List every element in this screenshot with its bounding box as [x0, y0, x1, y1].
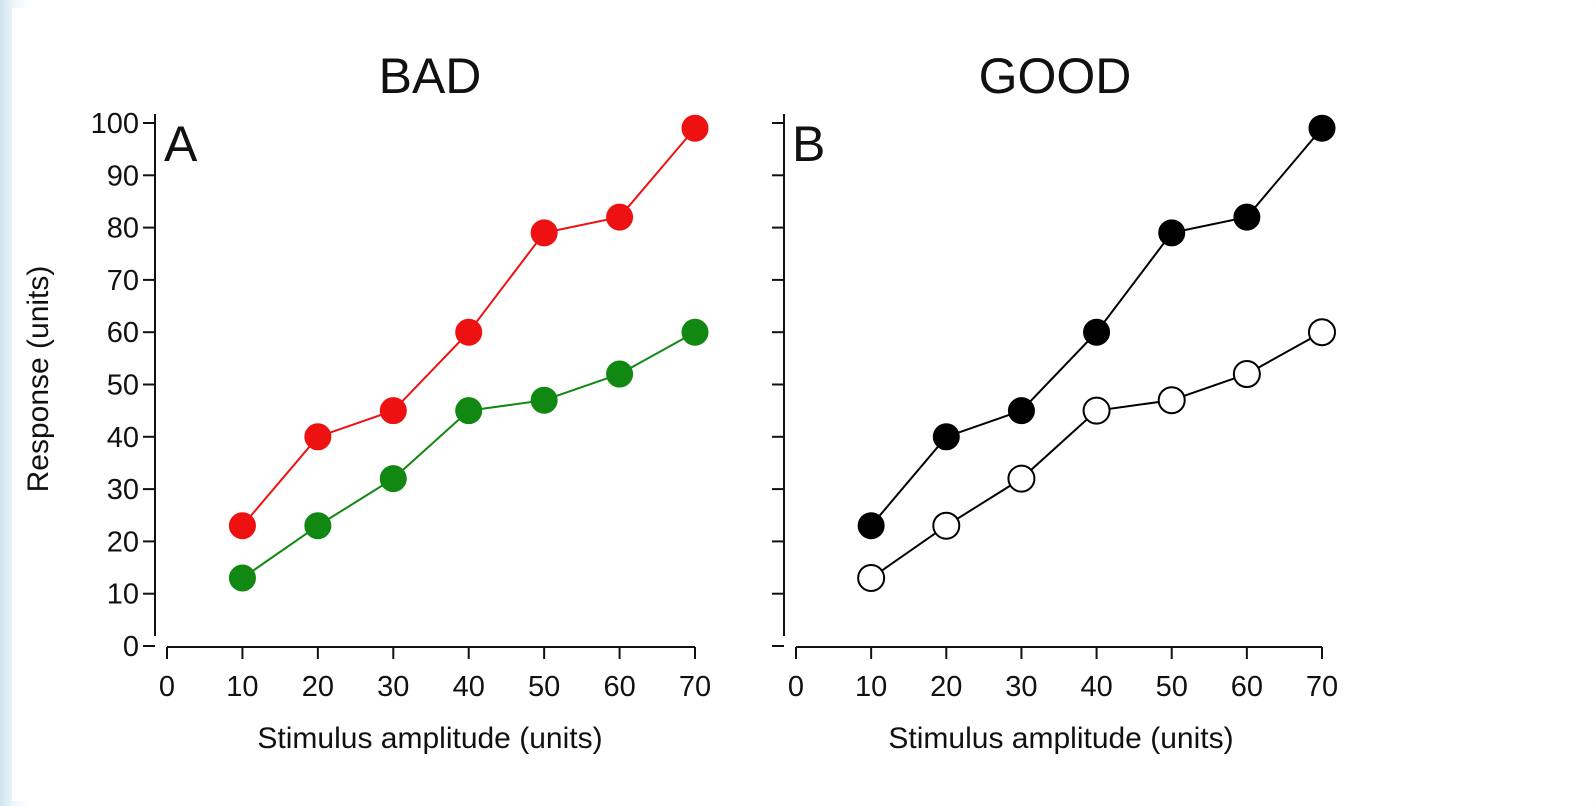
panel-b-y-ticks [772, 122, 784, 647]
x-tick-label: 70 [679, 671, 711, 703]
series-2-point [1308, 318, 1336, 347]
chart-svg: BAD A Stimulus amplitude (units) Respons… [22, 48, 1338, 755]
y-tick-label: 100 [91, 108, 139, 140]
y-tick-label: 80 [107, 213, 139, 245]
series-1-point [1158, 219, 1186, 247]
panel-a-title: BAD [379, 48, 482, 104]
series-2-point [857, 564, 886, 593]
series-2-point [1007, 464, 1036, 493]
y-tick-label: 10 [107, 579, 139, 611]
x-tick-label: 20 [930, 671, 962, 703]
series-2-point [1082, 396, 1111, 425]
y-tick-label: 60 [107, 317, 139, 349]
x-tick-label: 60 [603, 671, 635, 703]
panel-b-x-ticks: 0 10 20 30 40 50 60 70 [788, 647, 1338, 703]
y-tick-label: 40 [107, 422, 139, 454]
panel-a-x-ticks: 0 10 20 30 40 50 60 70 [159, 647, 711, 703]
series-1-point [932, 423, 960, 451]
series-1-point [1083, 318, 1111, 346]
y-tick-label: 50 [107, 370, 139, 402]
series-1-point [1007, 397, 1035, 425]
y-tick-label: 0 [123, 631, 139, 663]
series-1-point [228, 512, 256, 540]
series-2-point [1232, 360, 1261, 389]
x-tick-label: 20 [302, 671, 334, 703]
x-tick-label: 70 [1306, 671, 1338, 703]
series-2-point [304, 512, 332, 540]
y-tick-label: 30 [107, 474, 139, 506]
panel-a-series [228, 114, 709, 592]
x-tick-label: 30 [1005, 671, 1037, 703]
panel-a: BAD A Stimulus amplitude (units) Respons… [22, 48, 711, 755]
panel-b-xlabel: Stimulus amplitude (units) [888, 722, 1233, 755]
x-tick-label: 60 [1231, 671, 1263, 703]
panel-b-series [857, 114, 1336, 593]
x-tick-label: 50 [1156, 671, 1188, 703]
series-2-point [455, 397, 483, 425]
panel-b: GOOD B Stimulus amplitude (units) 0 10 20 3… [772, 48, 1338, 755]
x-tick-label: 50 [528, 671, 560, 703]
series-2-point [1157, 386, 1186, 415]
series-1-point [530, 219, 558, 247]
series-1-point [681, 114, 709, 142]
panel-a-xlabel: Stimulus amplitude (units) [257, 722, 602, 755]
figure: BAD A Stimulus amplitude (units) Respons… [12, 8, 1594, 801]
y-tick-label: 20 [107, 526, 139, 558]
series-1-point [379, 397, 407, 425]
x-tick-label: 10 [226, 671, 258, 703]
y-tick-label: 90 [107, 160, 139, 192]
series-1-point [606, 203, 634, 231]
series-1-point [857, 512, 885, 540]
series-1-point [1308, 114, 1336, 142]
series-2-point [681, 318, 709, 346]
x-tick-label: 10 [855, 671, 887, 703]
series-1-point [455, 318, 483, 346]
series-2-point [379, 465, 407, 493]
panel-a-letter: A [164, 116, 198, 172]
x-tick-label: 0 [159, 671, 175, 703]
series-2-point [606, 360, 634, 388]
panel-a-ylabel: Response (units) [22, 266, 55, 493]
series-2-point [932, 511, 961, 540]
x-tick-label: 40 [453, 671, 485, 703]
panel-b-title: GOOD [979, 48, 1132, 104]
series-1-point [304, 423, 332, 451]
series-1-point [1233, 203, 1261, 231]
panel-b-letter: B [792, 116, 825, 172]
x-tick-label: 0 [788, 671, 804, 703]
series-2-point [228, 564, 256, 592]
x-tick-label: 30 [377, 671, 409, 703]
panel-a-y-ticks: 0 10 20 30 40 50 60 70 80 90 100 [91, 108, 155, 663]
x-tick-label: 40 [1080, 671, 1112, 703]
series-2-point [530, 386, 558, 414]
y-tick-label: 70 [107, 265, 139, 297]
